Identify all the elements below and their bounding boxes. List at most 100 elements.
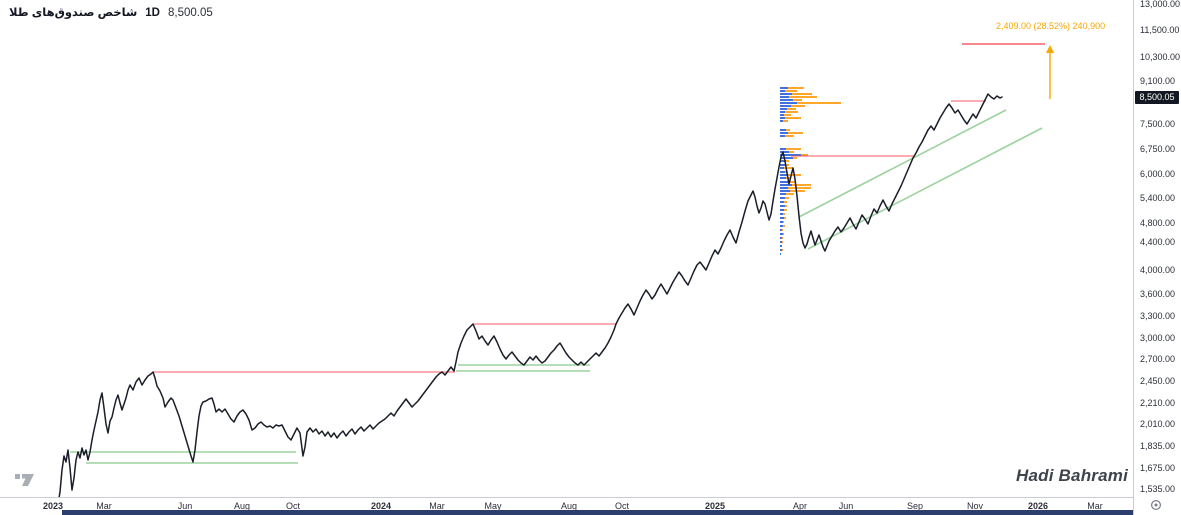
volume-profile-bar-blue (780, 157, 793, 159)
price-axis-label: 1,675.00 (1140, 463, 1176, 473)
gear-icon (1150, 499, 1162, 511)
volume-profile-bar-orange (797, 102, 841, 104)
symbol-title[interactable]: شاخص صندوق‌های طلا (9, 7, 138, 19)
time-axis-label: Oct (285, 501, 301, 511)
time-axis-label: Aug (560, 501, 578, 511)
time-axis-label: Mar (1087, 501, 1103, 511)
price-axis[interactable]: 8,500.05 13,000.00 11,500.00 10,300.00 9,10… (1133, 0, 1181, 497)
volume-profile-bar-blue (780, 253, 781, 255)
volume-profile-bar-blue (780, 205, 785, 207)
volume-profile-bar-orange (790, 190, 805, 192)
volume-profile-bar-blue (780, 96, 789, 98)
price-axis-label: 2,700.00 (1140, 354, 1176, 364)
projection-label: 2,409.00 (28.52%) 240,900 (996, 21, 1106, 31)
legend: شاخص صندوق‌های طلا 1D 8,500.05 (9, 5, 213, 19)
price-axis-label: 3,600.00 (1140, 289, 1176, 299)
current-price-label: 8,500.05 (1135, 91, 1179, 104)
volume-profile-bar-blue (780, 164, 785, 166)
volume-profile-bar-blue (780, 177, 786, 179)
time-axis-label: Nov (966, 501, 984, 511)
volume-profile-bar-orange (790, 181, 796, 183)
volume-profile-bar-orange (782, 229, 783, 231)
price-axis-label: 4,400.00 (1140, 237, 1176, 247)
time-axis[interactable]: 2023 Mar Jun Aug Oct 2024 Mar May Aug Oct 2025 Apr J… (0, 497, 1133, 512)
time-axis-label: Apr (792, 501, 808, 511)
volume-profile-bar-blue (780, 245, 782, 247)
volume-profile-bar-blue (780, 225, 783, 227)
price-axis-label: 1,535.00 (1140, 484, 1176, 494)
volume-profile-bar-orange (783, 221, 784, 223)
volume-profile-bar-blue (780, 129, 786, 131)
time-axis-label: Sep (906, 501, 924, 511)
price-axis-label: 3,300.00 (1140, 311, 1176, 321)
price-axis-label: 4,000.00 (1140, 265, 1176, 275)
volume-profile-bar-orange (785, 205, 787, 207)
price-axis-label: 3,000.00 (1140, 333, 1176, 343)
volume-profile-bar-blue (780, 167, 784, 169)
volume-profile-bar-blue (780, 102, 797, 104)
volume-profile-bar-orange (785, 90, 797, 92)
volume-profile-bar-orange (791, 105, 805, 107)
volume-profile-bar-blue (780, 229, 782, 231)
volume-profile-bar-blue (780, 181, 790, 183)
price-axis-label: 11,500.00 (1140, 25, 1180, 35)
volume-profile-bar-blue (780, 221, 783, 223)
volume-profile-bar-orange (786, 129, 790, 131)
volume-profile-bar-orange (785, 111, 798, 113)
volume-profile-bar-orange (782, 241, 783, 243)
time-axis-label: Oct (614, 501, 630, 511)
tradingview-logo[interactable] (14, 470, 36, 493)
channel-upper-line (798, 109, 1007, 218)
time-axis-label: 2025 (704, 501, 726, 511)
time-axis-label: Mar (96, 501, 112, 511)
volume-profile-bar-blue (780, 120, 783, 122)
volume-profile-bar-orange (788, 132, 803, 134)
volume-profile-bar-blue (780, 241, 782, 243)
volume-profile-bar-orange (783, 120, 788, 122)
volume-profile-bar-blue (780, 249, 782, 251)
price-axis-label: 5,400.00 (1140, 193, 1176, 203)
bottom-bar (62, 510, 1133, 515)
axis-settings-button[interactable] (1150, 498, 1162, 515)
volume-profile-bar-orange (785, 197, 789, 199)
time-axis-label: 2023 (42, 501, 64, 511)
volume-profile-bar-blue (780, 90, 785, 92)
volume-profile-bar-blue (780, 114, 784, 116)
volume-profile-bar-blue (780, 187, 788, 189)
volume-profile-bar-orange (787, 108, 796, 110)
time-axis-label: 2024 (370, 501, 392, 511)
volume-profile-bar-orange (788, 187, 811, 189)
chart-canvas[interactable] (0, 0, 1133, 497)
price-axis-label: 1,835.00 (1140, 441, 1176, 451)
volume-profile-bar-orange (792, 184, 811, 186)
volume-profile-bar-orange (783, 233, 784, 235)
volume-profile-bar-blue (780, 111, 785, 113)
volume-profile-bar-orange (792, 93, 812, 95)
price-axis-label: 4,800.00 (1140, 218, 1176, 228)
interval-label[interactable]: 1D (145, 7, 160, 19)
price-axis-label: 13,000.00 (1140, 0, 1181, 9)
price-axis-label: 7,500.00 (1140, 119, 1176, 129)
volume-profile-bar-blue (780, 105, 791, 107)
volume-profile-bar-blue (780, 135, 785, 137)
time-axis-label: Jun (838, 501, 854, 511)
volume-profile-bar-blue (780, 184, 792, 186)
volume-profile-bar-orange (785, 135, 794, 137)
volume-profile-bar-blue (780, 160, 786, 162)
volume-profile-bar-blue (780, 201, 784, 203)
volume-profile-bar-blue (780, 213, 783, 215)
volume-profile-bar-orange (788, 87, 804, 89)
volume-profile-bar-orange (786, 193, 794, 195)
volume-profile-bar-blue (780, 233, 783, 235)
volume-profile-bar-orange (793, 99, 802, 101)
volume-profile-bar-blue (780, 209, 784, 211)
volume-profile-bar-blue (780, 190, 790, 192)
time-axis-label: Mar (429, 501, 445, 511)
volume-profile-bar-orange (789, 96, 817, 98)
volume-profile-bar-orange (793, 157, 797, 159)
volume-profile-bar-orange (782, 249, 783, 251)
volume-profile-bar-blue (780, 237, 782, 239)
price-axis-label: 2,450.00 (1140, 376, 1176, 386)
price-axis-label: 6,750.00 (1140, 144, 1176, 154)
